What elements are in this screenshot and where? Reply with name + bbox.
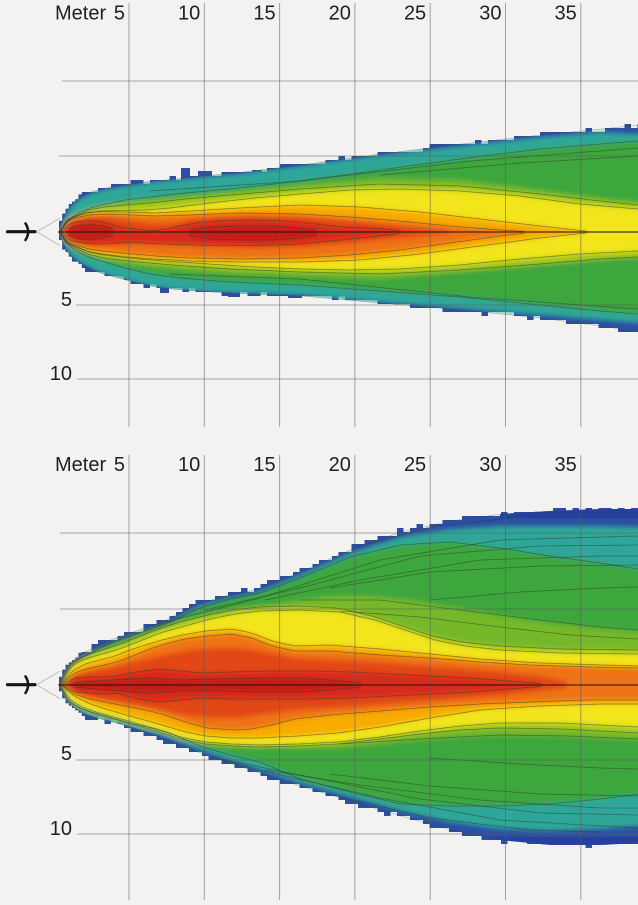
svg-text:5: 5 xyxy=(61,743,72,765)
svg-text:Meter: Meter xyxy=(55,454,106,476)
svg-text:25: 25 xyxy=(404,3,426,25)
svg-text:5: 5 xyxy=(61,289,72,311)
svg-text:15: 15 xyxy=(253,3,275,25)
svg-text:15: 15 xyxy=(253,454,275,476)
svg-text:30: 30 xyxy=(479,3,501,25)
svg-text:35: 35 xyxy=(555,454,577,476)
svg-text:Meter: Meter xyxy=(55,3,106,25)
svg-text:30: 30 xyxy=(479,454,501,476)
svg-text:5: 5 xyxy=(114,454,125,476)
svg-text:10: 10 xyxy=(50,363,72,385)
svg-text:35: 35 xyxy=(555,3,577,25)
svg-text:10: 10 xyxy=(178,454,200,476)
svg-text:10: 10 xyxy=(178,3,200,25)
svg-text:10: 10 xyxy=(50,818,72,840)
svg-text:5: 5 xyxy=(114,3,125,25)
svg-text:25: 25 xyxy=(404,454,426,476)
svg-text:20: 20 xyxy=(329,454,351,476)
svg-text:20: 20 xyxy=(329,3,351,25)
